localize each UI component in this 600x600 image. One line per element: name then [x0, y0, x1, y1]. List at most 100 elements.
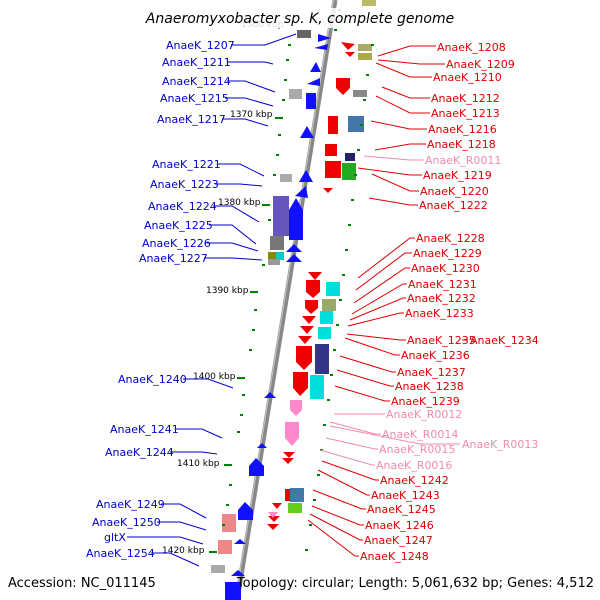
leader-line: [161, 503, 207, 519]
forward-gene-arrow: [318, 34, 331, 42]
leader-line: [339, 355, 396, 373]
gene-label[interactable]: AnaeK_R0015: [379, 443, 455, 456]
feature-block: [310, 375, 324, 399]
gene-label[interactable]: AnaeK_1211: [162, 56, 231, 69]
leader-line: [231, 33, 297, 46]
gene-label[interactable]: AnaeK_1208: [437, 41, 506, 54]
gene-label[interactable]: AnaeK_1247: [364, 534, 433, 547]
leader-line: [334, 385, 390, 402]
gene-label[interactable]: AnaeK_R0016: [376, 459, 452, 472]
forward-gene-arrow: [300, 126, 314, 138]
rna-gene-block: [222, 514, 236, 532]
genome-backbone-highlight: [235, 0, 334, 600]
gene-label[interactable]: AnaeK_1209: [446, 58, 515, 71]
gene-label[interactable]: AnaeK_1233: [405, 307, 474, 320]
accession-text: Accession: NC_011145: [8, 576, 156, 591]
feature-block: [290, 488, 304, 502]
gene-label[interactable]: AnaeK_1242: [380, 474, 449, 487]
gene-label[interactable]: AnaeK_1228: [416, 232, 485, 245]
gene-label[interactable]: AnaeK_1220: [420, 185, 489, 198]
gene-label[interactable]: AnaeK_1249: [96, 498, 165, 511]
leader-line: [207, 242, 259, 252]
gene-label[interactable]: AnaeK_1239: [391, 395, 460, 408]
leader-line: [355, 252, 412, 291]
gene-label[interactable]: AnaeK_1254: [86, 547, 155, 560]
gene-label[interactable]: AnaeK_1229: [413, 247, 482, 260]
gene-label[interactable]: AnaeK_1215: [160, 92, 229, 105]
leader-line: [309, 513, 363, 541]
gene-label[interactable]: AnaeK_R0014: [382, 428, 458, 441]
leader-line: [183, 378, 234, 389]
leader-line: [377, 59, 445, 65]
forward-gene-arrow: [286, 254, 302, 262]
gene-label[interactable]: AnaeK_1221: [152, 158, 221, 171]
gene-label[interactable]: AnaeK_1232: [407, 292, 476, 305]
leader-line: [215, 183, 263, 187]
gene-label[interactable]: AnaeK_1207: [166, 39, 235, 52]
reverse-gene-arrow: [268, 516, 280, 522]
leader-line: [170, 451, 218, 455]
reverse-gene-arrow: [302, 316, 316, 324]
reverse-gene-arrow: [293, 372, 308, 396]
reverse-gene-arrow: [336, 88, 350, 95]
feature-block: [320, 311, 333, 324]
gene-label[interactable]: AnaeK_1250: [92, 516, 161, 529]
reverse-gene-block: [325, 161, 341, 178]
gene-label[interactable]: AnaeK_1230: [411, 262, 480, 275]
gene-label[interactable]: AnaeK_1218: [427, 138, 496, 151]
gene-label[interactable]: AnaeK_1244: [105, 446, 174, 459]
gene-label[interactable]: AnaeK_1235: [407, 334, 476, 347]
footer-backdrop-right: [262, 572, 598, 592]
gene-label[interactable]: AnaeK_1236: [401, 349, 470, 362]
gene-label[interactable]: AnaeK_1245: [367, 503, 436, 516]
leader-line: [329, 421, 381, 435]
gene-label[interactable]: AnaeK_1234: [470, 334, 539, 347]
rna-gene-block: [218, 540, 232, 554]
gene-label[interactable]: AnaeK_1237: [397, 366, 466, 379]
leader-line: [377, 45, 436, 57]
forward-gene-arrow: [299, 170, 313, 182]
gene-label[interactable]: AnaeK_1246: [365, 519, 434, 532]
gene-label[interactable]: AnaeK_1248: [360, 550, 429, 563]
forward-gene-arrow: [314, 44, 328, 50]
leader-line: [381, 86, 430, 99]
gene-label[interactable]: AnaeK_1219: [423, 169, 492, 182]
leader-line: [213, 205, 260, 223]
gene-label[interactable]: AnaeK_1222: [419, 199, 488, 212]
feature-block: [280, 174, 292, 182]
gene-label[interactable]: AnaeK_R0011: [425, 154, 501, 167]
gene-label[interactable]: AnaeK_1212: [431, 92, 500, 105]
rna-gene-arrow: [268, 512, 278, 518]
reverse-gene-block: [285, 489, 291, 501]
gene-label[interactable]: AnaeK_1213: [431, 107, 500, 120]
leader-line: [319, 449, 375, 466]
gene-label[interactable]: AnaeK_1231: [408, 278, 477, 291]
gene-label[interactable]: AnaeK_1226: [142, 237, 211, 250]
gene-label[interactable]: AnaeK_1224: [148, 200, 217, 213]
reverse-gene-arrow: [308, 272, 322, 280]
leader-line: [368, 197, 418, 206]
gene-label[interactable]: AnaeK_1241: [110, 423, 179, 436]
leader-line: [375, 95, 430, 114]
leader-line: [127, 536, 204, 545]
genome-summary-text: Topology: circular; Length: 5,061,632 bp…: [236, 576, 594, 591]
gene-label[interactable]: AnaeK_1216: [428, 123, 497, 136]
gene-label[interactable]: AnaeK_1223: [150, 178, 219, 191]
gene-label[interactable]: AnaeK_1217: [157, 113, 226, 126]
feature-block: [322, 299, 336, 311]
gene-label[interactable]: AnaeK_1214: [162, 75, 231, 88]
gene-label[interactable]: AnaeK_1210: [433, 71, 502, 84]
leader-line: [370, 120, 427, 130]
gene-label[interactable]: AnaeK_1227: [139, 252, 208, 265]
gene-label[interactable]: gltX: [104, 531, 126, 544]
forward-gene-block: [225, 582, 241, 600]
gene-label[interactable]: AnaeK_1225: [144, 219, 213, 232]
gene-label[interactable]: AnaeK_1238: [395, 380, 464, 393]
leader-line: [151, 552, 200, 567]
forward-gene-arrow: [257, 443, 267, 448]
gene-label[interactable]: AnaeK_R0012: [386, 408, 462, 421]
gene-label[interactable]: AnaeK_1243: [371, 489, 440, 502]
gene-label[interactable]: AnaeK_R0013: [462, 438, 538, 451]
gene-label[interactable]: AnaeK_1240: [118, 373, 187, 386]
